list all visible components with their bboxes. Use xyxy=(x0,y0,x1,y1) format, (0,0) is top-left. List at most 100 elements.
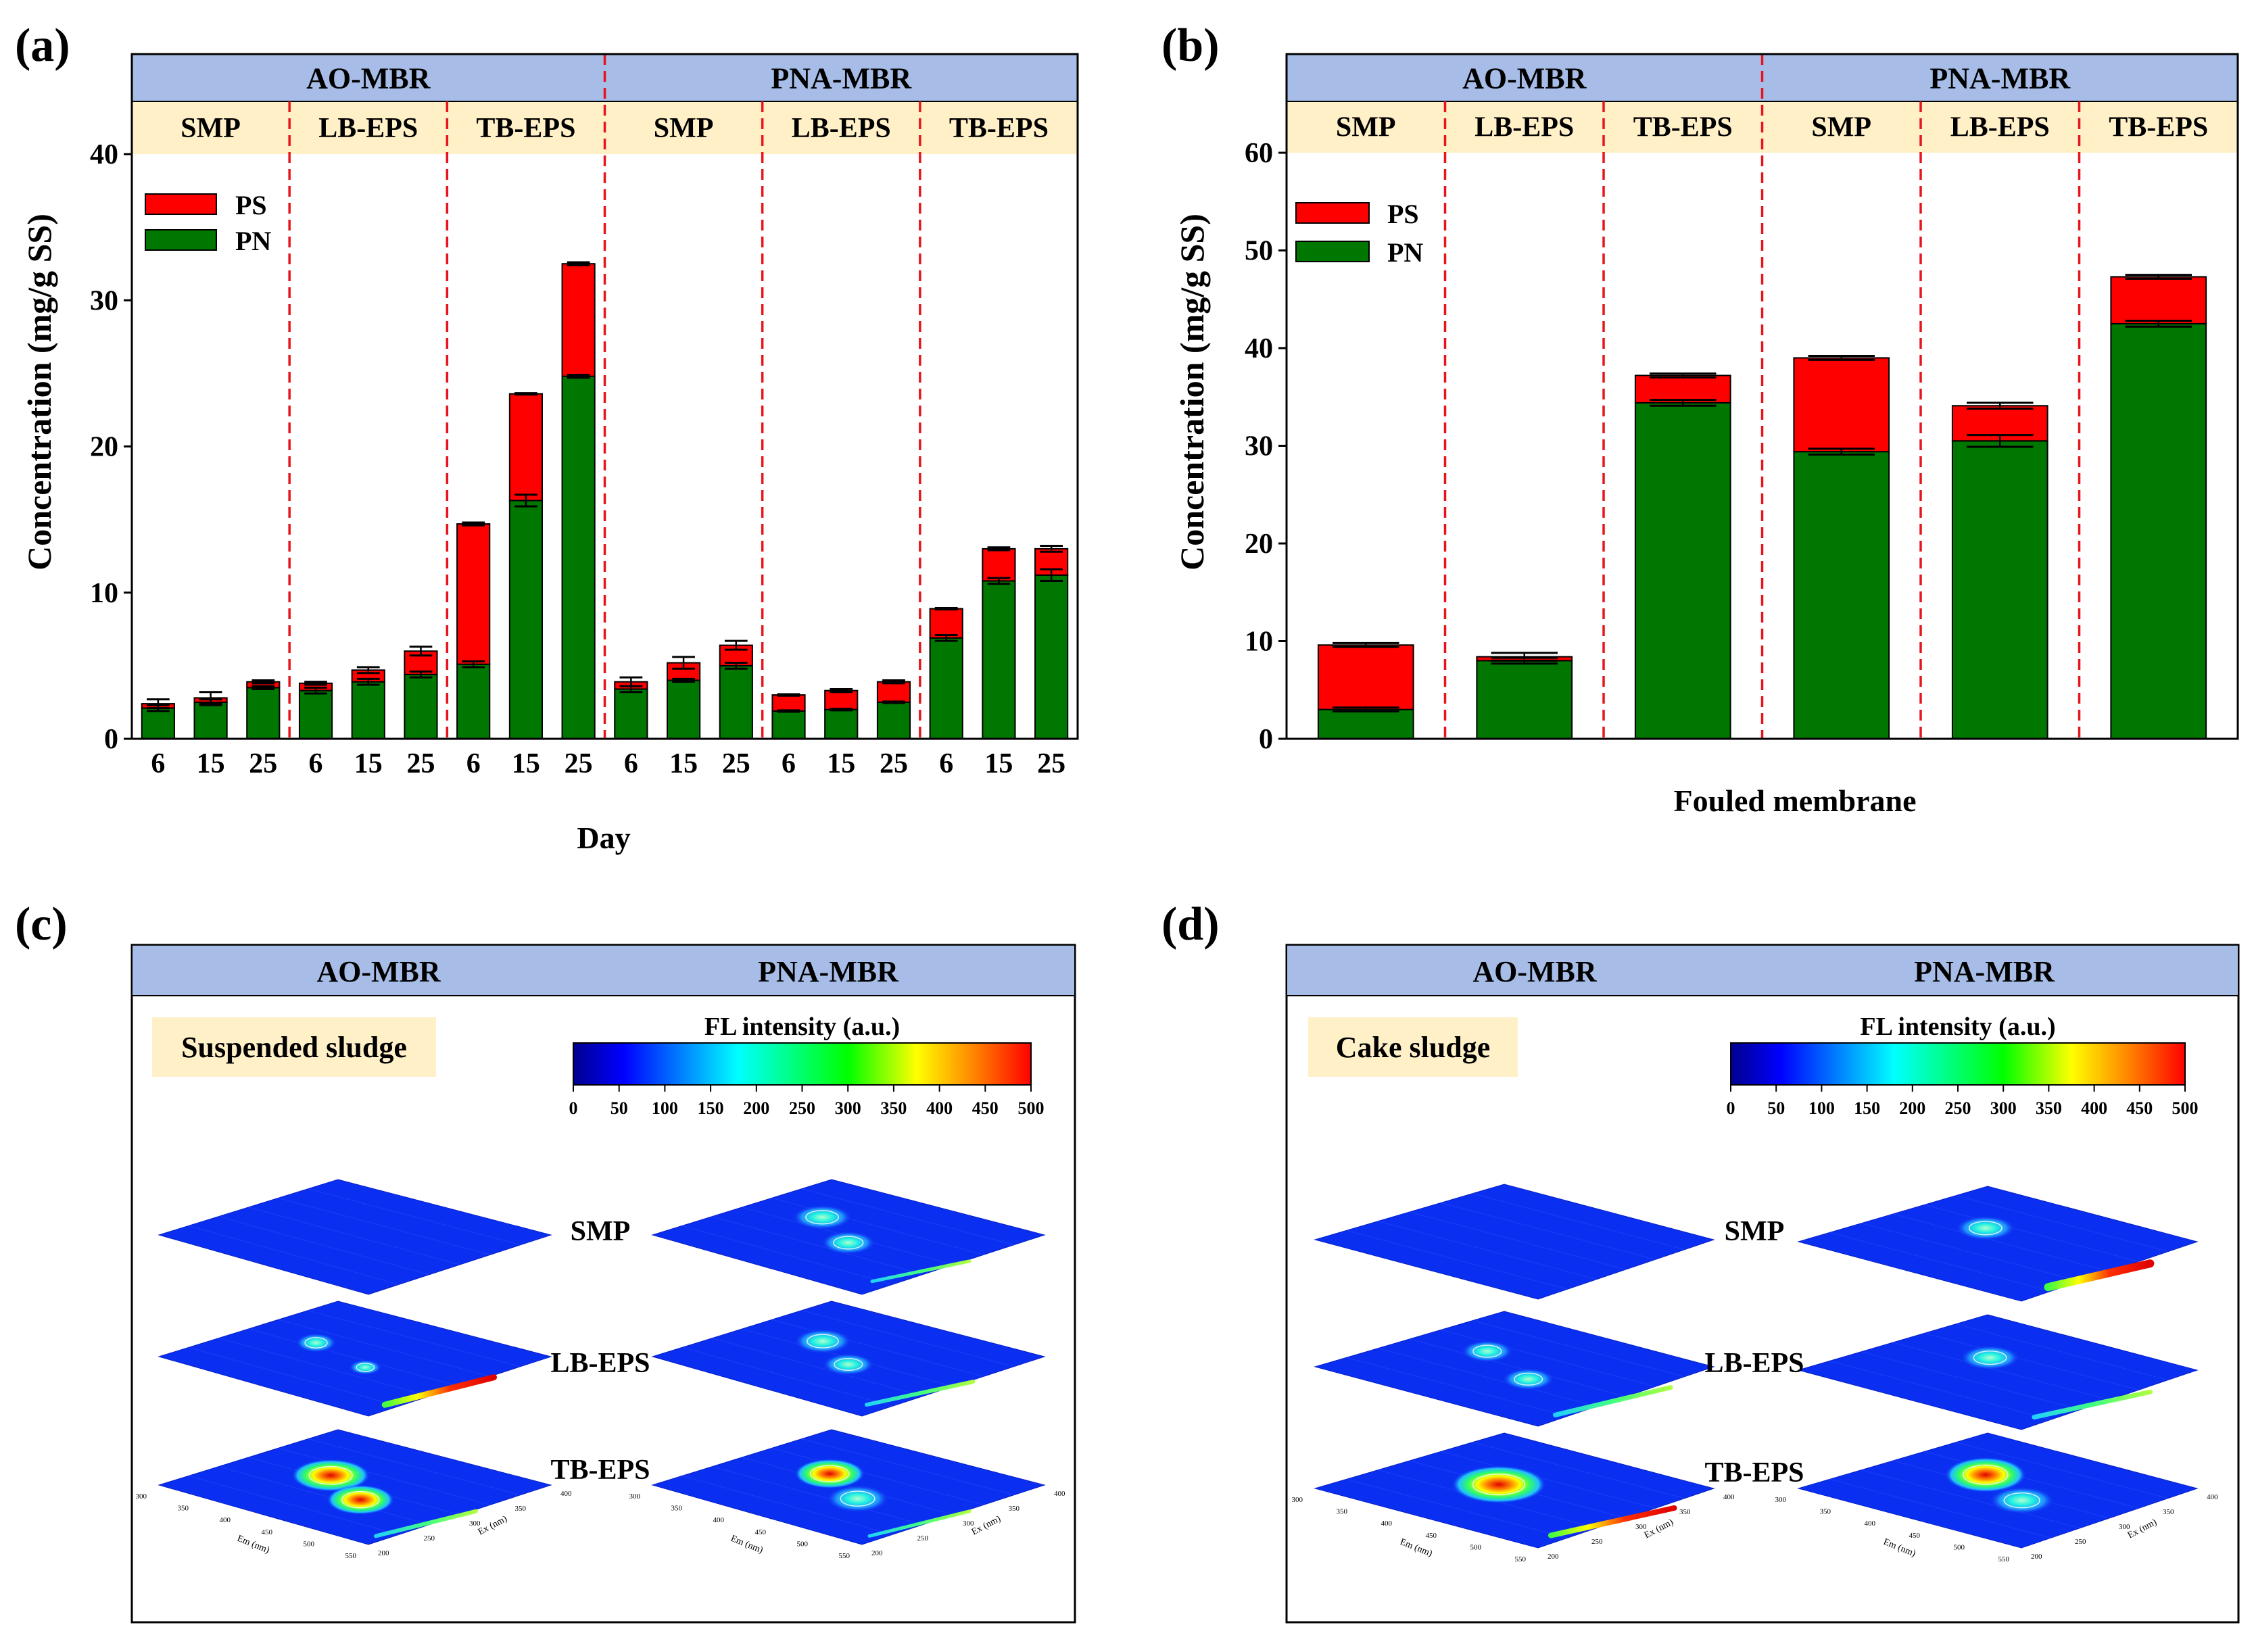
fraction-header-label: TB-EPS xyxy=(2109,112,2208,143)
fraction-header-label: LB-EPS xyxy=(318,113,418,144)
x-tick-label: 25 xyxy=(880,748,908,779)
bar-ps xyxy=(771,694,806,712)
bar-ps xyxy=(982,548,1016,582)
y-tick-label: 0 xyxy=(104,724,118,755)
eem-gridline xyxy=(278,1447,491,1505)
eem-gridline xyxy=(1892,1342,2110,1401)
fluorescence-peak xyxy=(826,1485,889,1513)
x-tick-label: 15 xyxy=(197,748,225,779)
em-tick-label: 350 xyxy=(178,1505,189,1513)
bar-pn xyxy=(824,708,859,739)
em-tick-label: 350 xyxy=(1820,1508,1831,1516)
peak-contour xyxy=(834,1357,863,1371)
y-tick-label: 10 xyxy=(90,578,118,609)
ex-tick-label: 250 xyxy=(424,1534,435,1542)
ex-tick-label: 300 xyxy=(1635,1523,1647,1531)
bar-pn xyxy=(561,375,596,739)
panel-c-sample-label: Suspended sludge xyxy=(181,1031,407,1064)
scatter-streak xyxy=(870,1259,972,1284)
legend-ps-swatch xyxy=(145,193,217,215)
eem-gridline xyxy=(189,1475,400,1535)
panel-a-tag: (a) xyxy=(15,20,70,72)
y-tick-label: 40 xyxy=(1245,333,1273,364)
bar-pn xyxy=(719,664,753,739)
x-tick-label: 15 xyxy=(984,748,1013,779)
eem-gridline xyxy=(218,1216,430,1276)
panel-a-plot: 6 15 25 6 15 25 6 15 25 6 15 25 6 15 25 6 15 25 SMP LB-EPS T… xyxy=(90,53,1079,779)
eem-gridline xyxy=(1924,1332,2139,1390)
em-tick-label: 300 xyxy=(629,1492,641,1501)
ex-tick-label: 350 xyxy=(1009,1505,1020,1513)
ex-tick-label: 400 xyxy=(1723,1493,1735,1501)
y-tick-label: 10 xyxy=(1245,627,1273,658)
eem-layer-label: LB-EPS xyxy=(1704,1348,1804,1379)
colorbar-tick-label: 500 xyxy=(1018,1098,1045,1118)
fraction-header-label: TB-EPS xyxy=(949,113,1049,144)
panel-b-legend: PS PN xyxy=(1295,199,1423,268)
eem-gridline xyxy=(278,1319,491,1377)
eem-gridline xyxy=(1829,1478,2051,1538)
colorbar-tick-label: 50 xyxy=(610,1098,628,1118)
bar-pn xyxy=(1793,451,1890,739)
bar-pn xyxy=(1951,440,2048,740)
colorbar-tick-label: 250 xyxy=(789,1098,815,1118)
peak-contour xyxy=(341,1490,380,1509)
eem-gridline xyxy=(1956,1442,2168,1499)
ex-tick-label: 250 xyxy=(2075,1538,2086,1546)
bar-pn xyxy=(456,663,491,740)
x-tick-label: 15 xyxy=(669,748,698,779)
panel-a: (a) 6 15 25 6 15 25 6 15 25 6 15 25 6 15 25 6 15 25 SMP LB-… xyxy=(15,20,1079,855)
bar-ps xyxy=(1317,644,1414,710)
legend-pn-label: PN xyxy=(1387,237,1423,268)
colorbar-tick-label: 500 xyxy=(2172,1098,2199,1118)
scatter-streak xyxy=(1553,1385,1673,1417)
legend-ps-label: PS xyxy=(235,190,267,220)
bar-pn xyxy=(929,637,963,739)
em-tick-label: 550 xyxy=(1998,1555,2010,1563)
ex-tick-label: 200 xyxy=(378,1549,389,1557)
peak-contour xyxy=(308,1465,353,1485)
bar-pn xyxy=(1317,708,1414,740)
peak-contour xyxy=(304,1337,328,1349)
panel-c-sample-box xyxy=(152,1017,436,1077)
eem-gridline xyxy=(712,1216,924,1276)
colorbar-tick-label: 250 xyxy=(1945,1098,1971,1118)
peak-contour xyxy=(840,1490,876,1507)
eem-gridline xyxy=(801,1438,1015,1496)
em-tick-label: 450 xyxy=(755,1528,767,1536)
panel-d-sample-label: Cake sludge xyxy=(1336,1031,1491,1064)
y-tick-label: 40 xyxy=(90,139,118,170)
eem-gridline xyxy=(1346,1230,1568,1290)
panel-c-header-ao: AO-MBR xyxy=(316,955,441,988)
bar-pn xyxy=(508,500,544,739)
scatter-streak xyxy=(381,1374,497,1408)
fluorescence-peak xyxy=(349,1359,382,1375)
ex-tick-label: 300 xyxy=(469,1520,481,1528)
group-header-label: AO-MBR xyxy=(306,62,431,95)
bar-pn xyxy=(1034,574,1069,739)
em-tick-label: 500 xyxy=(304,1540,315,1548)
x-tick-label: 6 xyxy=(939,748,953,779)
eem-gridline xyxy=(308,1188,521,1246)
em-tick-label: 500 xyxy=(1470,1543,1482,1551)
fluorescence-peak xyxy=(794,1329,851,1354)
panel-d-header xyxy=(1287,946,2238,996)
em-tick-label: 550 xyxy=(1515,1555,1527,1563)
eem-layer-label: TB-EPS xyxy=(550,1455,650,1486)
eem-gridline xyxy=(308,1310,521,1367)
eem-gridline xyxy=(1829,1360,2051,1420)
bar-pn xyxy=(666,679,701,739)
eem-gridline xyxy=(1861,1223,2080,1282)
bar-pn xyxy=(1634,402,1731,739)
colorbar-tick-label: 0 xyxy=(569,1098,578,1118)
eem-gridline xyxy=(1472,1320,1685,1378)
x-tick-label: 25 xyxy=(722,748,750,779)
ex-tick-label: 300 xyxy=(2119,1523,2130,1531)
y-tick-label: 50 xyxy=(1245,236,1273,267)
peak-contour xyxy=(805,1210,840,1225)
fluorescence-peak xyxy=(1502,1368,1554,1390)
eem-gridline xyxy=(1924,1451,2139,1509)
y-tick-label: 20 xyxy=(1245,529,1273,560)
colorbar-tick-label: 350 xyxy=(880,1098,907,1118)
